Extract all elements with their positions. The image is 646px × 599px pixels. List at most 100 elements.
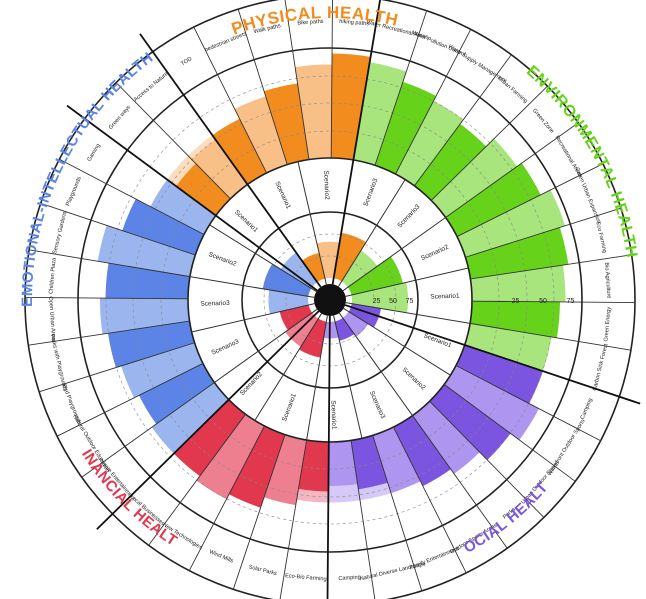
outer-bar bbox=[191, 139, 248, 199]
inner-bar bbox=[342, 311, 369, 337]
scale-label: 50 bbox=[539, 298, 547, 305]
outer-bar bbox=[375, 81, 437, 175]
outer-bar bbox=[353, 62, 407, 166]
radial-line bbox=[39, 342, 195, 393]
scenario-label: Scenario2 bbox=[207, 251, 237, 268]
outer-item-label: Eco Farming bbox=[594, 221, 607, 253]
outer-bar bbox=[121, 342, 203, 398]
inner-bar bbox=[299, 318, 327, 358]
outer-bar bbox=[455, 345, 543, 404]
outer-bar bbox=[264, 83, 309, 165]
outer-bar bbox=[264, 434, 307, 506]
inner-bar bbox=[333, 232, 367, 282]
inner-bar bbox=[334, 317, 355, 341]
scenario-label: Scenario3 bbox=[210, 338, 240, 357]
radial-line bbox=[470, 254, 632, 280]
scale-label: 50 bbox=[389, 298, 397, 305]
dashed-ring bbox=[160, 130, 500, 470]
outer-bar bbox=[234, 96, 288, 173]
radial-line bbox=[284, 0, 310, 160]
outer-item-label: Green ways bbox=[108, 104, 132, 131]
radial-line bbox=[81, 382, 215, 478]
outer-bar bbox=[429, 384, 511, 461]
scale-label: 75 bbox=[567, 298, 575, 305]
radial-line bbox=[115, 82, 231, 200]
scenario-label: Scenario1 bbox=[281, 392, 298, 422]
outer-bar bbox=[122, 198, 205, 255]
radial-line bbox=[56, 363, 204, 437]
outer-bar bbox=[393, 415, 451, 487]
category-boundary bbox=[326, 315, 331, 599]
radial-line bbox=[148, 413, 246, 546]
outer-bar bbox=[212, 118, 267, 185]
radial-line bbox=[345, 302, 471, 324]
radial-line bbox=[28, 320, 190, 346]
center-dot bbox=[314, 284, 346, 316]
radial-line bbox=[429, 400, 545, 518]
outer-item-label: Green Energy bbox=[603, 306, 612, 341]
category-boundary bbox=[139, 33, 322, 288]
outer-item-label: Playgrounds bbox=[65, 176, 83, 207]
scenario-label: Scenario2 bbox=[401, 366, 427, 391]
outer-bar bbox=[228, 425, 285, 508]
ring bbox=[77, 47, 583, 553]
radial-line bbox=[232, 434, 286, 590]
inner-bars-layer bbox=[262, 232, 409, 358]
outer-bar bbox=[457, 189, 566, 258]
radial-line bbox=[443, 384, 576, 482]
outer-bar bbox=[295, 64, 332, 160]
radial-line bbox=[343, 308, 451, 376]
scale-label: 25 bbox=[512, 298, 520, 305]
radial-line bbox=[237, 9, 288, 165]
outer-bar bbox=[470, 265, 566, 302]
outer-bar bbox=[445, 163, 541, 237]
ring bbox=[187, 157, 473, 443]
scenario-label: Scenario2 bbox=[322, 170, 330, 200]
inner-bar bbox=[285, 312, 319, 347]
radial-line bbox=[40, 202, 196, 256]
radial-line bbox=[456, 163, 604, 237]
outer-bar bbox=[150, 179, 216, 235]
outer-item-label: Bio Agriculture bbox=[603, 262, 612, 298]
radial-line bbox=[395, 29, 472, 175]
category-boundary bbox=[331, 0, 381, 285]
outer-bar bbox=[414, 123, 487, 201]
outer-item-label: Carbon Sink Forest bbox=[592, 343, 610, 392]
radial-line bbox=[412, 415, 508, 549]
radial-line bbox=[209, 224, 317, 292]
outer-bar bbox=[431, 138, 518, 218]
inner-bar bbox=[268, 289, 309, 314]
radial-line bbox=[189, 276, 315, 298]
outer-bar bbox=[395, 100, 464, 186]
inner-bar bbox=[341, 250, 378, 288]
scenario-label: Scenario1 bbox=[423, 332, 453, 349]
outer-item-label: Camping bbox=[338, 575, 361, 583]
scenario-label: Scenario2 bbox=[239, 371, 264, 397]
radial-line bbox=[469, 322, 631, 351]
outer-bar bbox=[107, 321, 195, 368]
outer-item-label: Open Urban Areas bbox=[47, 296, 56, 343]
radial-line bbox=[333, 315, 363, 439]
inner-bar bbox=[280, 252, 318, 289]
outer-bar bbox=[470, 301, 560, 338]
outer-bar bbox=[97, 225, 196, 277]
radial-line bbox=[191, 303, 315, 333]
radial-line bbox=[193, 26, 267, 174]
outer-item-label: Sensory Gardens bbox=[52, 211, 68, 255]
scenario-label: Scenario2 bbox=[420, 244, 450, 263]
outer-bar bbox=[151, 382, 229, 454]
outer-bar bbox=[105, 263, 190, 299]
outer-item-label: Camping bbox=[580, 397, 594, 420]
radial-line bbox=[25, 297, 189, 300]
outer-bar bbox=[444, 365, 539, 441]
radial-line bbox=[338, 179, 406, 287]
inner-bar bbox=[316, 241, 340, 279]
outer-bar bbox=[138, 363, 215, 425]
radial-line bbox=[374, 10, 428, 166]
outer-bar bbox=[372, 427, 421, 494]
radial-line bbox=[350, 440, 376, 599]
radial-line bbox=[338, 312, 413, 416]
outer-bar bbox=[351, 435, 388, 490]
category-boundary bbox=[66, 104, 318, 292]
category-boundary bbox=[96, 310, 320, 530]
